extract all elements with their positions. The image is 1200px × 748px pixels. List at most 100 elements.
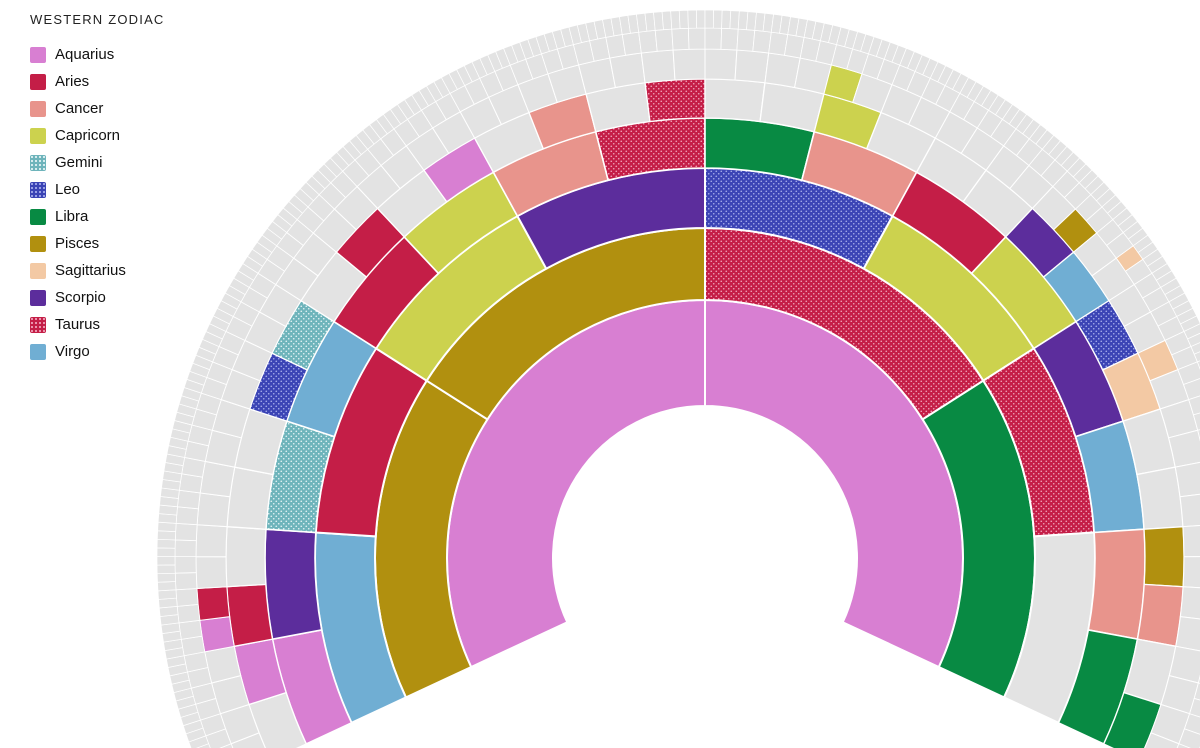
sagittarius-swatch xyxy=(30,262,46,279)
fan-cell-gen7-16-unknown[interactable] xyxy=(175,506,199,526)
fan-cell-gen8-25-unknown[interactable] xyxy=(156,572,176,583)
fan-cell-gen5-28-pisces[interactable] xyxy=(1143,525,1185,588)
legend-label: Capricorn xyxy=(55,127,121,144)
legend-items: Aquarius Aries Cancer Capricorn Gemini Leo Lib… xyxy=(30,41,165,365)
fan-cell-gen8-29-unknown[interactable] xyxy=(156,538,176,549)
legend-label: Aries xyxy=(55,73,90,90)
fan-cell-gen8-126-unknown[interactable] xyxy=(687,9,698,29)
fan-cell-gen7-126-unknown[interactable] xyxy=(1173,743,1199,748)
fan-cell-gen7-63-unknown[interactable] xyxy=(687,27,706,50)
fan-cell-gen8-24-unknown[interactable] xyxy=(157,581,177,592)
fan-cell-gen6-9-unknown[interactable] xyxy=(199,460,236,498)
fan-cell-gen7-65-unknown[interactable] xyxy=(720,27,739,51)
fan-cell-gen7-11-unknown[interactable] xyxy=(175,588,199,607)
fan-cell-gen8-124-unknown[interactable] xyxy=(670,10,681,30)
fan-cell-gen6-54-unknown[interactable] xyxy=(1174,461,1200,498)
fan-cell-gen8-31-unknown[interactable] xyxy=(157,521,177,532)
legend-label: Cancer xyxy=(55,100,104,117)
legend-item-gemini: Gemini xyxy=(30,149,165,176)
legend-label: Taurus xyxy=(55,316,101,333)
legend-item-scorpio: Scorpio xyxy=(30,284,165,311)
zodiac-legend: WESTERN ZODIAC Aquarius Aries Cancer Capric… xyxy=(30,12,165,365)
fan-cell-gen6-57-unknown[interactable] xyxy=(1182,556,1200,589)
fan-cell-gen7-66-unknown[interactable] xyxy=(736,28,756,52)
fan-cell-gen6-33-unknown[interactable] xyxy=(734,49,770,84)
fan-cell-gen4-1-scorpio[interactable] xyxy=(264,528,323,641)
fan-cell-gen8-130-unknown[interactable] xyxy=(721,9,732,29)
fan-cell-gen4-14-cancer[interactable] xyxy=(1087,528,1146,641)
fan-cell-gen7-61-unknown[interactable] xyxy=(654,28,674,52)
fan-cell-gen8-125-unknown[interactable] xyxy=(678,9,689,29)
fan-cell-gen5-15-taurus[interactable] xyxy=(644,78,706,123)
libra-swatch xyxy=(30,208,46,225)
fan-cell-gen6-8-unknown[interactable] xyxy=(196,492,231,528)
fan-cell-gen5-29-cancer[interactable] xyxy=(1136,583,1184,648)
legend-item-leo: Leo xyxy=(30,176,165,203)
fan-cell-gen8-26-unknown[interactable] xyxy=(156,564,176,575)
gemini-swatch xyxy=(30,154,46,171)
fan-cell-gen6-63-unknown[interactable] xyxy=(1139,732,1180,748)
aries-swatch xyxy=(30,73,46,90)
fan-cell-gen7-62-unknown[interactable] xyxy=(671,27,690,51)
legend-label: Scorpio xyxy=(55,289,106,306)
fan-cell-gen8-129-unknown[interactable] xyxy=(712,9,723,29)
capricorn-swatch xyxy=(30,127,46,144)
fan-cell-gen7-64-unknown[interactable] xyxy=(704,27,723,50)
fan-cell-gen8-123-unknown[interactable] xyxy=(661,10,673,31)
fan-cell-gen5-2-aries[interactable] xyxy=(226,583,274,648)
taurus-swatch xyxy=(30,316,46,333)
fan-cell-gen7-13-unknown[interactable] xyxy=(174,556,197,574)
fan-cell-gen6-29-unknown[interactable] xyxy=(609,52,646,89)
fan-cell-gen7-10-unknown[interactable] xyxy=(176,604,201,624)
fan-cell-gen6-4-aquarius[interactable] xyxy=(199,616,235,653)
fan-cell-gen8-27-unknown[interactable] xyxy=(156,556,176,566)
fan-cell-gen6-30-unknown[interactable] xyxy=(640,49,676,84)
fan-cell-gen7-67-unknown[interactable] xyxy=(752,29,772,54)
legend-label: Virgo xyxy=(55,343,90,360)
fan-cell-gen8-23-unknown[interactable] xyxy=(157,589,177,600)
fan-cell-gen6-58-unknown[interactable] xyxy=(1179,586,1200,621)
legend-item-cancer: Cancer xyxy=(30,95,165,122)
legend-item-virgo: Virgo xyxy=(30,338,165,365)
fan-cell-gen7-106-unknown[interactable] xyxy=(1197,425,1200,446)
fan-cell-gen5-3-unknown[interactable] xyxy=(225,525,267,588)
fan-cell-gen8-127-unknown[interactable] xyxy=(696,9,706,29)
fan-cell-gen6-6-unknown[interactable] xyxy=(195,556,228,590)
fan-cell-gen8-128-unknown[interactable] xyxy=(704,9,714,29)
fan-cell-gen6-5-aries[interactable] xyxy=(196,586,231,621)
legend-label: Libra xyxy=(55,208,89,225)
fan-cell-gen6-34-unknown[interactable] xyxy=(764,52,801,89)
fan-cell-gen8-204-unknown[interactable] xyxy=(1196,355,1200,370)
fan-cell-gen7-9-unknown[interactable] xyxy=(178,619,203,640)
fan-cell-gen7-60-unknown[interactable] xyxy=(638,29,658,54)
legend-label: Pisces xyxy=(55,235,100,252)
legend-item-aries: Aries xyxy=(30,68,165,95)
fan-cell-gen6-7-unknown[interactable] xyxy=(195,524,228,558)
fan-cell-gen7-14-unknown[interactable] xyxy=(174,539,197,558)
virgo-swatch xyxy=(30,343,46,360)
fan-cell-gen5-27-unknown[interactable] xyxy=(1136,466,1184,530)
legend-label: Aquarius xyxy=(55,46,115,63)
fan-cell-gen8-131-unknown[interactable] xyxy=(729,10,740,30)
fan-cell-gen7-59-unknown[interactable] xyxy=(621,31,642,56)
leo-swatch xyxy=(30,181,46,198)
fan-cell-gen6-32-unknown[interactable] xyxy=(704,48,738,81)
fan-cell-gen6-55-unknown[interactable] xyxy=(1179,493,1200,528)
legend-item-sagittarius: Sagittarius xyxy=(30,257,165,284)
pisces-swatch xyxy=(30,235,46,252)
fan-cell-gen7-12-unknown[interactable] xyxy=(174,572,198,591)
fan-cell-gen8-30-unknown[interactable] xyxy=(156,530,177,541)
fan-cell-gen5-4-unknown[interactable] xyxy=(226,466,274,530)
fan-cell-gen5-16-unknown[interactable] xyxy=(704,78,766,123)
cancer-swatch xyxy=(30,100,46,117)
legend-item-taurus: Taurus xyxy=(30,311,165,338)
fan-cell-gen6-56-unknown[interactable] xyxy=(1182,525,1200,558)
aquarius-swatch xyxy=(30,46,46,63)
legend-title: WESTERN ZODIAC xyxy=(30,12,165,27)
scorpio-swatch xyxy=(30,289,46,306)
fan-cell-gen7-15-unknown[interactable] xyxy=(174,522,198,542)
fan-cell-gen8-28-unknown[interactable] xyxy=(156,547,176,557)
fan-cell-gen6-31-unknown[interactable] xyxy=(672,48,706,81)
fan-cell-gen7-17-unknown[interactable] xyxy=(177,489,201,510)
